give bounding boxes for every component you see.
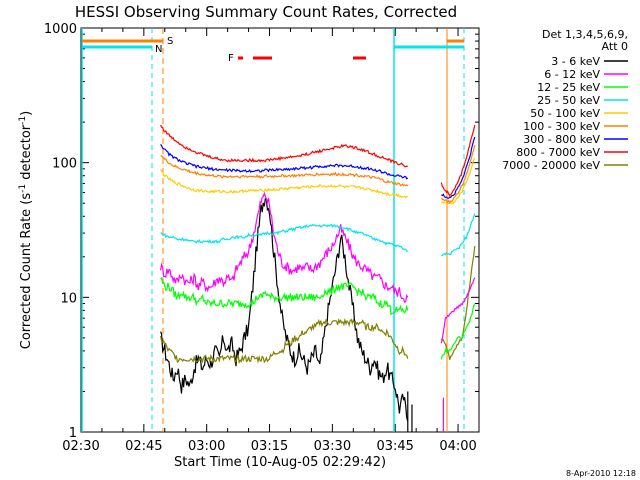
series-line — [160, 276, 409, 316]
legend-label: 3 - 6 keV — [551, 55, 600, 68]
x-tick-label: 02:45 — [125, 439, 162, 454]
x-tick-label: 03:30 — [314, 439, 351, 454]
series-line — [160, 198, 409, 422]
y-axis-label-mid: detector — [19, 124, 34, 184]
legend-label: 100 - 300 keV — [523, 120, 600, 133]
series-line-tail — [440, 136, 476, 199]
saa-marker-label: S — [167, 36, 173, 47]
series-line-tail — [440, 144, 476, 204]
series-line-tail — [440, 303, 476, 360]
chart-title: HESSI Observing Summary Count Rates, Cor… — [75, 3, 457, 21]
x-tick-label: 04:00 — [439, 439, 476, 454]
legend-header-line1: Det 1,3,4,5,6,9, — [542, 28, 628, 41]
legend-label: 12 - 25 keV — [537, 81, 600, 94]
x-axis-label: Start Time (10-Aug-05 02:29:42) — [174, 455, 386, 470]
series-line — [160, 191, 409, 303]
legend-label: 50 - 100 keV — [530, 107, 600, 120]
legend-label: 25 - 50 keV — [537, 94, 600, 107]
x-tick-label: 03:00 — [188, 439, 225, 454]
x-tick-label: 03:15 — [251, 439, 288, 454]
attenuator-bars — [81, 28, 465, 432]
legend-label: 7000 - 20000 keV — [502, 159, 600, 172]
series-line-tail — [441, 157, 476, 206]
series-line — [160, 155, 409, 187]
plot-area: SN F — [80, 27, 480, 433]
y-tick-label: 1 — [69, 426, 77, 441]
series-line — [160, 124, 408, 168]
series-line-tail — [440, 277, 476, 344]
legend-label: 6 - 12 keV — [544, 68, 600, 81]
y-axis-label-sup1: -1 — [18, 184, 28, 193]
y-axis-label: Corrected Count Rate (s-1 detector-1) — [18, 111, 34, 349]
legend-label: 800 - 7000 keV — [516, 146, 600, 159]
x-tick-labels: 02:30 02:45 03:00 03:15 03:30 03:45 04:00 — [62, 439, 477, 454]
series-line — [160, 144, 409, 180]
y-axis-label-end: ) — [19, 111, 34, 116]
series-line — [160, 168, 408, 199]
night-marker-label: N — [155, 44, 162, 55]
footer-timestamp: 8-Apr-2010 12:18 — [566, 469, 636, 478]
y-tick-label: 100 — [52, 157, 77, 172]
plot-frame — [80, 27, 480, 433]
x-tick-label: 02:30 — [62, 439, 99, 454]
y-tick-label: 1000 — [44, 22, 77, 37]
y-tick-labels: 1 10 100 1000 — [44, 22, 77, 441]
y-axis-label-main: Corrected Count Rate (s — [19, 193, 34, 350]
series-line-tail — [440, 246, 476, 360]
y-tick-label: 10 — [60, 291, 77, 306]
x-tick-label: 03:45 — [376, 439, 413, 454]
series-line-tail — [440, 124, 476, 197]
series-line-tail — [440, 213, 476, 257]
marker-layer: SN F — [155, 36, 234, 64]
series-line — [160, 223, 408, 252]
legend-label: 300 - 800 keV — [523, 133, 600, 146]
y-axis-label-sup2: -1 — [18, 116, 28, 125]
series-layer — [160, 124, 476, 432]
grid-and-ticks — [80, 27, 480, 433]
flare-marker-label: F — [228, 53, 234, 64]
legend-header-line2: Att 0 — [602, 40, 628, 53]
series-line — [160, 317, 409, 364]
